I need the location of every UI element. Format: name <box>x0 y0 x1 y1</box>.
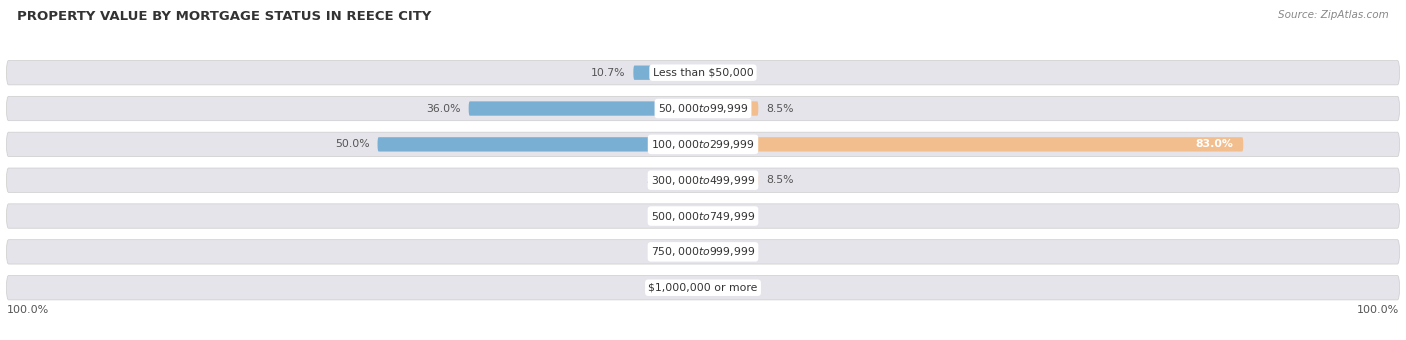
Text: 8.5%: 8.5% <box>766 175 793 185</box>
FancyBboxPatch shape <box>7 132 1399 156</box>
FancyBboxPatch shape <box>7 61 1399 85</box>
Text: 100.0%: 100.0% <box>7 305 49 315</box>
Text: 0.0%: 0.0% <box>713 247 741 257</box>
FancyBboxPatch shape <box>703 101 758 116</box>
Text: $100,000 to $299,999: $100,000 to $299,999 <box>651 138 755 151</box>
FancyBboxPatch shape <box>703 173 758 187</box>
FancyBboxPatch shape <box>7 204 1399 228</box>
Text: 8.5%: 8.5% <box>766 103 793 114</box>
FancyBboxPatch shape <box>682 173 703 187</box>
Text: 50.0%: 50.0% <box>335 139 370 149</box>
FancyBboxPatch shape <box>633 66 703 80</box>
Text: 3.3%: 3.3% <box>647 175 673 185</box>
Text: $750,000 to $999,999: $750,000 to $999,999 <box>651 245 755 258</box>
FancyBboxPatch shape <box>703 137 1243 152</box>
Text: $300,000 to $499,999: $300,000 to $499,999 <box>651 174 755 187</box>
Text: 10.7%: 10.7% <box>591 68 626 78</box>
Text: 36.0%: 36.0% <box>426 103 461 114</box>
Text: 0.0%: 0.0% <box>713 68 741 78</box>
Text: 0.0%: 0.0% <box>665 283 693 293</box>
Text: 0.0%: 0.0% <box>713 211 741 221</box>
Text: 100.0%: 100.0% <box>1357 305 1399 315</box>
Text: $50,000 to $99,999: $50,000 to $99,999 <box>658 102 748 115</box>
FancyBboxPatch shape <box>7 240 1399 264</box>
FancyBboxPatch shape <box>7 275 1399 300</box>
Text: $500,000 to $749,999: $500,000 to $749,999 <box>651 209 755 223</box>
FancyBboxPatch shape <box>378 137 703 152</box>
FancyBboxPatch shape <box>7 96 1399 121</box>
FancyBboxPatch shape <box>7 168 1399 192</box>
Text: Less than $50,000: Less than $50,000 <box>652 68 754 78</box>
Text: 83.0%: 83.0% <box>1195 139 1233 149</box>
Text: Source: ZipAtlas.com: Source: ZipAtlas.com <box>1278 10 1389 20</box>
FancyBboxPatch shape <box>468 101 703 116</box>
Text: 0.0%: 0.0% <box>713 283 741 293</box>
Text: 0.0%: 0.0% <box>665 247 693 257</box>
Text: PROPERTY VALUE BY MORTGAGE STATUS IN REECE CITY: PROPERTY VALUE BY MORTGAGE STATUS IN REE… <box>17 10 432 23</box>
Text: $1,000,000 or more: $1,000,000 or more <box>648 283 758 293</box>
Text: 0.0%: 0.0% <box>665 211 693 221</box>
